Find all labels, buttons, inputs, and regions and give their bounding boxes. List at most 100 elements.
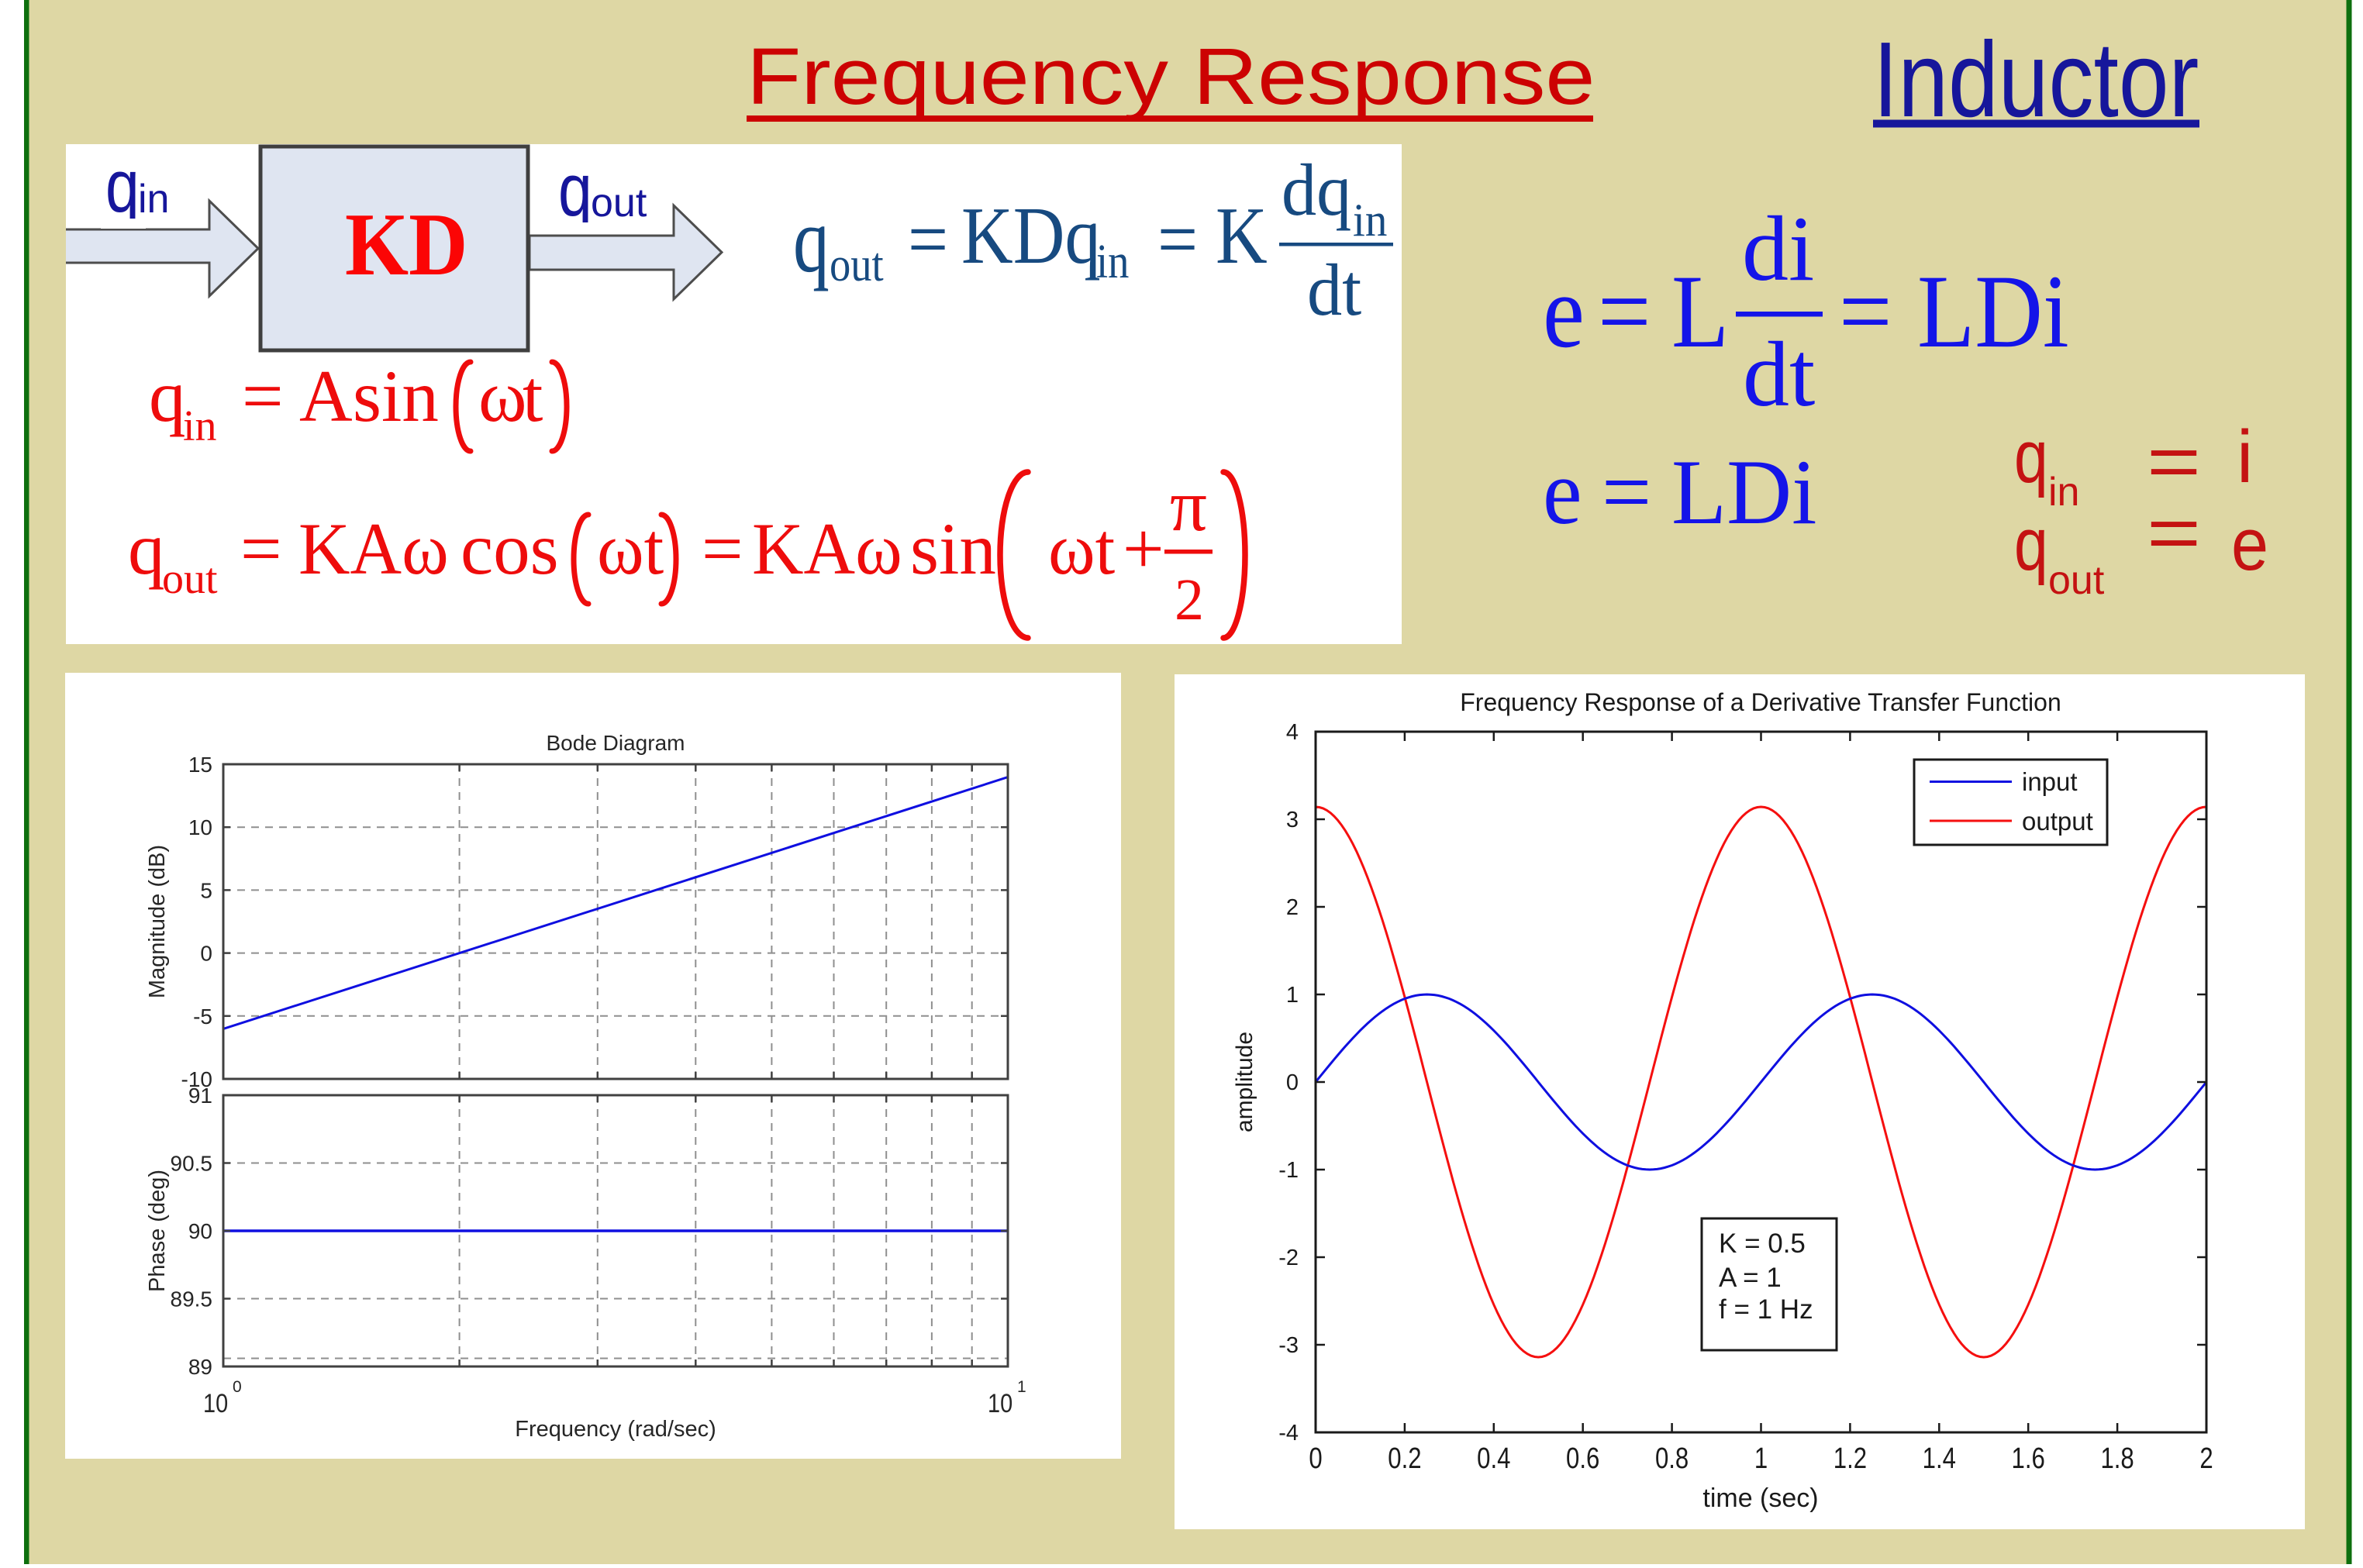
- svg-text:0.6: 0.6: [1566, 1442, 1599, 1475]
- svg-text:out: out: [591, 181, 647, 226]
- svg-text:in: in: [1353, 195, 1387, 246]
- svg-text:=: =: [1157, 195, 1198, 285]
- svg-text:-3: -3: [1278, 1333, 1299, 1358]
- svg-text:dq: dq: [1282, 150, 1351, 232]
- svg-text:+: +: [1123, 508, 1164, 590]
- svg-text:15: 15: [188, 753, 212, 777]
- svg-text:Magnitude (dB): Magnitude (dB): [145, 845, 170, 998]
- svg-text:sin: sin: [910, 508, 996, 590]
- svg-text:=: =: [242, 355, 284, 437]
- svg-text:amplitude: amplitude: [1232, 1032, 1257, 1132]
- svg-text:out: out: [2048, 558, 2105, 603]
- svg-text:-1: -1: [1278, 1158, 1299, 1183]
- svg-text:=: =: [702, 508, 743, 590]
- svg-text:Frequency (rad/sec): Frequency (rad/sec): [515, 1417, 716, 1442]
- svg-text:0.2: 0.2: [1388, 1442, 1421, 1475]
- svg-text:dt: dt: [1307, 250, 1361, 332]
- svg-text:q: q: [128, 508, 165, 590]
- svg-text:t: t: [523, 355, 543, 437]
- svg-text:cos: cos: [461, 508, 559, 590]
- svg-text:89: 89: [188, 1355, 212, 1379]
- svg-text:Frequency Response: Frequency Response: [747, 33, 1595, 122]
- svg-text:0.8: 0.8: [1655, 1442, 1689, 1475]
- svg-text:L: L: [1671, 253, 1729, 369]
- svg-text:0: 0: [200, 942, 212, 966]
- svg-text:-5: -5: [193, 1005, 212, 1029]
- svg-text:2: 2: [1286, 895, 1299, 920]
- svg-text:i: i: [2237, 415, 2253, 498]
- svg-text:10: 10: [203, 1388, 228, 1418]
- svg-text:K = 0.5: K = 0.5: [1719, 1229, 1806, 1259]
- svg-text:1.6: 1.6: [2012, 1442, 2045, 1475]
- svg-text:e: e: [2231, 503, 2268, 586]
- svg-text:1.8: 1.8: [2100, 1442, 2134, 1475]
- svg-text:0: 0: [1309, 1442, 1322, 1475]
- svg-text:89.5: 89.5: [171, 1287, 213, 1311]
- svg-text:5: 5: [200, 878, 212, 902]
- svg-text:output: output: [2022, 807, 2093, 836]
- svg-text:in: in: [138, 177, 169, 222]
- svg-text:-4: -4: [1278, 1421, 1299, 1446]
- svg-text:q: q: [149, 355, 186, 437]
- svg-text:1: 1: [1017, 1378, 1026, 1396]
- svg-text:91: 91: [188, 1084, 212, 1108]
- svg-text:KAω: KAω: [298, 509, 449, 591]
- svg-text:q: q: [558, 149, 592, 232]
- svg-text:Bode Diagram: Bode Diagram: [547, 731, 685, 755]
- svg-text:e: e: [1543, 253, 1585, 369]
- svg-text:=: =: [240, 508, 282, 590]
- svg-text:=: =: [908, 195, 948, 285]
- svg-text:90.5: 90.5: [171, 1152, 213, 1176]
- svg-text:LDi: LDi: [1917, 253, 2069, 369]
- svg-text:-10: -10: [181, 1067, 212, 1091]
- svg-text:input: input: [2022, 767, 2078, 796]
- svg-text:in: in: [183, 402, 217, 450]
- svg-text:e: e: [1543, 441, 1582, 543]
- svg-text:4: 4: [1286, 720, 1299, 745]
- svg-text:in: in: [2048, 470, 2079, 515]
- svg-text:q: q: [105, 145, 140, 228]
- svg-text:=: =: [1839, 253, 1892, 369]
- svg-text:KAω: KAω: [752, 509, 902, 591]
- svg-text:out: out: [162, 555, 218, 603]
- svg-text:1: 1: [1754, 1442, 1768, 1475]
- svg-text:=: =: [1602, 441, 1651, 543]
- svg-text:time (sec): time (sec): [1702, 1484, 1818, 1513]
- svg-text:0: 0: [233, 1378, 242, 1396]
- svg-text:LDi: LDi: [1671, 440, 1817, 543]
- svg-text:-2: -2: [1278, 1246, 1299, 1270]
- svg-text:f = 1 Hz: f = 1 Hz: [1719, 1294, 1813, 1325]
- svg-text:KDq: KDq: [961, 191, 1101, 281]
- svg-text:1.4: 1.4: [1923, 1442, 1956, 1475]
- svg-text:ωt: ωt: [1048, 509, 1115, 591]
- svg-text:di: di: [1742, 197, 1814, 300]
- svg-text:=: =: [2147, 420, 2201, 503]
- svg-text:3: 3: [1286, 808, 1299, 832]
- svg-text:in: in: [1096, 235, 1129, 288]
- svg-text:2: 2: [2199, 1442, 2213, 1475]
- svg-text:10: 10: [988, 1388, 1012, 1418]
- svg-text:=: =: [1598, 253, 1651, 369]
- svg-text:0: 0: [1286, 1070, 1299, 1095]
- svg-text:q: q: [2014, 503, 2048, 586]
- svg-text:dt: dt: [1743, 322, 1815, 426]
- svg-text:1.2: 1.2: [1833, 1442, 1867, 1475]
- svg-text:out: out: [830, 238, 884, 291]
- svg-text:Phase (deg): Phase (deg): [145, 1170, 170, 1292]
- svg-text:Frequency Response of a Deriva: Frequency Response of a Derivative Trans…: [1460, 688, 2061, 716]
- svg-text:q: q: [793, 189, 830, 292]
- svg-text:A: A: [299, 355, 353, 437]
- svg-text:2: 2: [1175, 567, 1204, 632]
- svg-text:ωt: ωt: [597, 509, 664, 591]
- svg-text:K: K: [1216, 191, 1268, 281]
- svg-text:KD: KD: [345, 194, 467, 294]
- svg-text:0.4: 0.4: [1477, 1442, 1510, 1475]
- svg-text:=: =: [2147, 491, 2201, 574]
- svg-text:90: 90: [188, 1219, 212, 1243]
- svg-text:π: π: [1170, 464, 1207, 546]
- svg-text:1: 1: [1286, 983, 1299, 1008]
- svg-text:A = 1: A = 1: [1719, 1263, 1782, 1293]
- svg-text:ω: ω: [478, 355, 527, 437]
- svg-text:q: q: [2014, 415, 2048, 498]
- svg-text:sin: sin: [353, 355, 439, 437]
